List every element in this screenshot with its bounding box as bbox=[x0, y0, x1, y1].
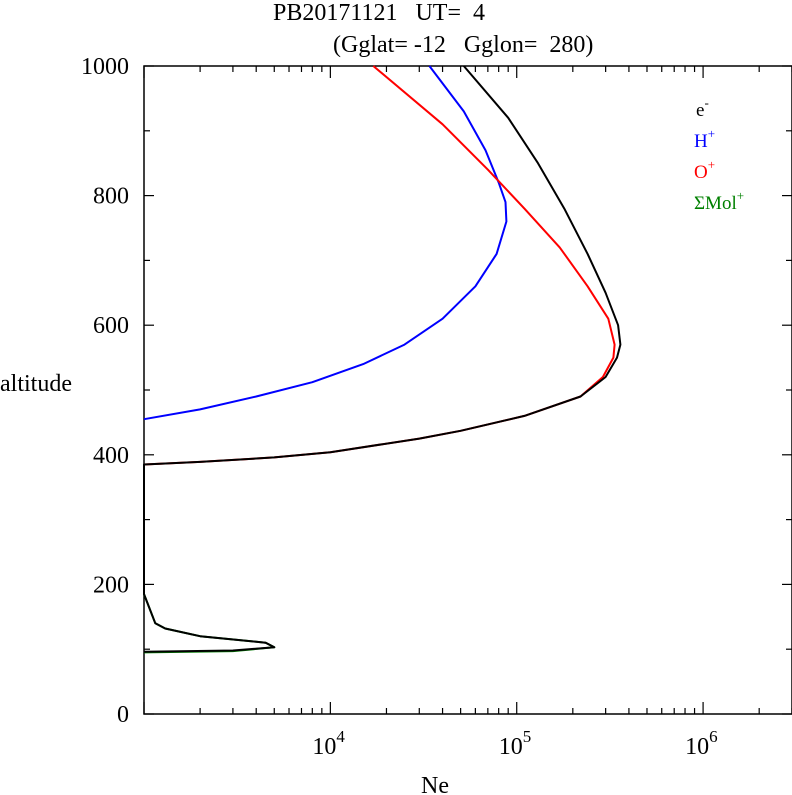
y-tick-label: 1000 bbox=[81, 54, 129, 80]
x-tick-label: 106 bbox=[685, 727, 718, 760]
y-tick-label: 0 bbox=[117, 702, 129, 728]
series-line-o bbox=[143, 65, 616, 466]
y-axis-label: altitude bbox=[0, 371, 72, 397]
y-tick-label: 600 bbox=[93, 313, 129, 339]
y-axis: 0 200 400 600 800 1000 bbox=[81, 54, 792, 728]
x-axis-label: Ne bbox=[421, 773, 449, 795]
y-tick-label: 400 bbox=[93, 443, 129, 469]
y-tick-label: 800 bbox=[93, 184, 129, 210]
series-line-mol bbox=[143, 593, 276, 654]
legend-entry: H+ bbox=[694, 126, 715, 152]
series-line-h bbox=[143, 65, 508, 421]
legend: e- H+ O+ ΣMol+ bbox=[694, 95, 744, 214]
x-tick-label: 105 bbox=[499, 727, 532, 760]
legend-entry: e- bbox=[696, 95, 709, 121]
y-tick-label: 200 bbox=[93, 572, 129, 598]
legend-entry: O+ bbox=[694, 157, 715, 183]
legend-entry: ΣMol+ bbox=[694, 188, 744, 214]
chart-title-line1: PB20171121 UT= 4 bbox=[273, 0, 485, 26]
series-layer bbox=[143, 65, 622, 654]
chart-title-line2: (Gglat= -12 Gglon= 280) bbox=[333, 32, 593, 58]
x-tick-label: 104 bbox=[312, 727, 345, 760]
series-line-eelectron bbox=[143, 65, 622, 653]
